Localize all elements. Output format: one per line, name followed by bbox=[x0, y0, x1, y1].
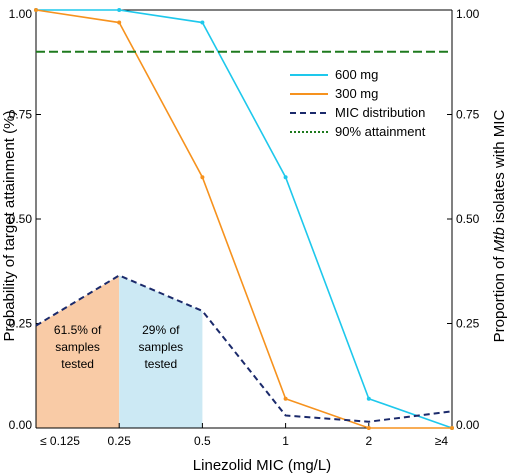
right-y-tick-label: 1.00 bbox=[456, 7, 480, 21]
mic-distribution-line bbox=[35, 274, 453, 423]
mic-distribution-legend-label: MIC distribution bbox=[335, 105, 425, 120]
600-mg-line bbox=[36, 9, 453, 429]
300-mg-point bbox=[283, 396, 288, 401]
x-tick-label: 2 bbox=[365, 434, 372, 448]
600-mg-point bbox=[200, 20, 205, 25]
x-tick-label: 0.25 bbox=[108, 434, 132, 448]
series-lines bbox=[35, 9, 453, 429]
300-mg-legend-label: 300 mg bbox=[335, 86, 378, 101]
300-mg-point bbox=[117, 20, 122, 25]
shaded-region-1-label: samples bbox=[55, 340, 100, 354]
legend: 600 mg 300 mg MIC distribution 90% attainme… bbox=[290, 67, 426, 139]
shaded-regions: 61.5% of samples tested 29% of samples tested bbox=[36, 275, 203, 428]
left-y-tick-label: 0.00 bbox=[9, 418, 33, 432]
shaded-region-1-label: tested bbox=[61, 357, 94, 371]
left-y-axis-title: Probability of target attainment (%) bbox=[1, 111, 18, 342]
left-y-tick-label: 1.00 bbox=[9, 7, 33, 21]
90-attainment-legend-label: 90% attainment bbox=[335, 124, 426, 139]
600-mg-point bbox=[117, 8, 122, 12]
300-mg-point bbox=[366, 426, 371, 430]
right-y-tick-label: 0.50 bbox=[456, 212, 480, 226]
x-axis-title: Linezolid MIC (mg/L) bbox=[193, 457, 331, 474]
x-tick-label: 1 bbox=[282, 434, 289, 448]
shaded-region-2-label: tested bbox=[144, 357, 177, 371]
shaded-region-2-label: 29% of bbox=[142, 323, 180, 337]
right-y-tick-label: 0.75 bbox=[456, 108, 480, 122]
shaded-region-2 bbox=[119, 275, 203, 428]
300-mg-point bbox=[200, 175, 205, 180]
600-mg-legend-label: 600 mg bbox=[335, 67, 378, 82]
left-y-tick-label: 0.50 bbox=[9, 212, 33, 226]
right-y-tick-label: 0.25 bbox=[456, 317, 480, 331]
right-y-tick-label: 0.00 bbox=[456, 418, 480, 432]
x-tick-label: ≥4 bbox=[435, 434, 449, 448]
series-markers bbox=[34, 8, 454, 430]
ticks: ≤ 0.125 0.25 0.5 1 2 ≥4 0.00 0.00 0.25 0.25 0.50 0.… bbox=[9, 7, 480, 448]
shaded-region-2-label: samples bbox=[138, 340, 183, 354]
600-mg-point bbox=[283, 175, 288, 180]
x-tick-label: 0.5 bbox=[194, 434, 211, 448]
300-mg-point bbox=[34, 8, 38, 12]
x-tick-label: ≤ 0.125 bbox=[40, 434, 80, 448]
left-y-tick-label: 0.75 bbox=[9, 108, 33, 122]
right-y-axis-title: Proportion of Mtb isolates with MIC bbox=[491, 110, 508, 343]
300-mg-line bbox=[35, 9, 452, 429]
left-y-tick-label: 0.25 bbox=[9, 317, 33, 331]
600-mg-point bbox=[366, 396, 371, 401]
300-mg-point bbox=[450, 426, 454, 430]
shaded-region-1-label: 61.5% of bbox=[54, 323, 102, 337]
